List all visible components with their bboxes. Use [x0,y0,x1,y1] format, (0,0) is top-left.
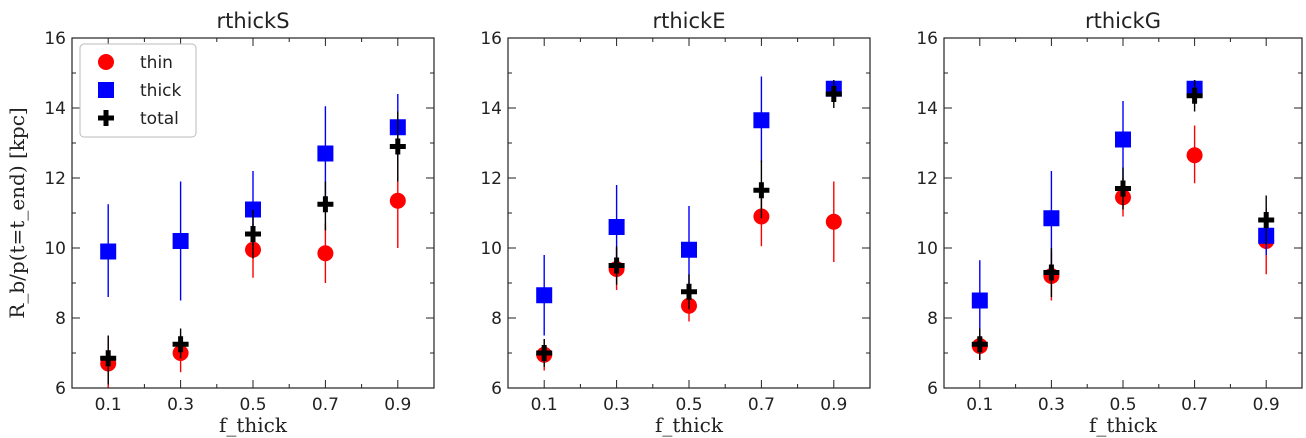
panel-rthickG: rthickG 6 8 10 12 14 16 0.1 0.3 0.5 0.7 0.9 f_thick [916,9,1303,437]
data-point [971,292,988,309]
x-axis-label: f_thick [219,413,288,437]
x-tick-label: 0.7 [748,395,775,415]
data-point [317,245,334,262]
data-point [317,145,334,162]
legend-label: thick [140,81,182,101]
y-tick-label: 12 [480,169,502,189]
data-point [536,287,553,304]
data-point [825,86,842,102]
x-tick-label: 0.9 [384,395,411,415]
y-tick-label: 16 [916,29,938,49]
x-tick-label: 0.1 [95,395,122,415]
y-tick-label: 6 [491,379,502,399]
data-point [608,219,625,235]
data-point [317,196,334,213]
data-point [1115,180,1131,197]
y-tick-label: 12 [916,169,938,189]
data-point [608,257,625,274]
data-point [172,336,189,353]
data-point [1186,87,1203,104]
x-tick-label: 0.5 [239,395,266,415]
data-point [825,213,842,230]
data-point [681,241,697,258]
x-tick-label: 0.7 [1181,395,1208,415]
data-point [681,283,697,300]
y-tick-label: 6 [927,379,938,399]
data-point [753,112,770,129]
y-tick-label: 10 [916,239,938,259]
x-tick-label: 0.3 [603,395,630,415]
data-point [1186,147,1203,164]
y-tick-label: 10 [480,239,502,259]
x-tick-label: 0.1 [531,395,558,415]
y-axis-label: R_b/p(t=t_end) [kpc] [5,107,29,318]
x-tick-label: 0.5 [1109,395,1136,415]
x-tick-label: 0.7 [312,395,339,415]
legend-marker [98,110,114,126]
panel-rthickE: rthickE 6 8 10 12 14 16 0.1 0.3 0.5 0.7 0.9 f_thick [480,9,871,437]
x-tick-label: 0.3 [1038,395,1065,415]
panel-title: rthickG [1085,9,1161,33]
data-point [1043,264,1060,281]
data-point [100,350,117,367]
data-point [536,345,553,361]
legend: thin thick total [79,43,197,138]
series-total [536,80,842,367]
y-tick-label: 14 [44,99,66,119]
y-tick-label: 6 [55,379,66,399]
data-point [971,336,988,353]
data-point [1115,131,1131,148]
y-tick-label: 8 [491,309,502,329]
y-tick-label: 14 [480,99,502,119]
data-point [245,226,261,242]
x-tick-label: 0.9 [1253,395,1280,415]
y-tick-label: 10 [44,239,66,259]
data-point [1043,210,1060,227]
panel-title: rthickS [216,9,289,33]
y-tick-label: 16 [44,29,66,49]
y-tick-label: 8 [927,309,938,329]
y-tick-label: 16 [480,29,502,49]
y-tick-label: 14 [916,99,938,119]
x-tick-label: 0.9 [820,395,847,415]
data-point [172,233,189,249]
ticks [943,37,1303,389]
panel-rthickS: rthickS 6 8 10 12 14 16 0.1 0.3 0.5 0.7 0.9 f_thick R… [5,9,435,437]
x-tick-label: 0.3 [167,395,194,415]
data-point [389,192,406,209]
panel-title: rthickE [653,9,726,33]
plot-frame [943,37,1303,389]
legend-marker [98,82,114,98]
x-tick-label: 0.1 [966,395,993,415]
legend-label: total [140,109,179,129]
series-total [971,80,1275,360]
legend-marker [98,54,114,70]
legend-label: thin [140,53,173,73]
series-total [100,111,406,385]
data-point [389,138,406,155]
y-tick-label: 12 [44,169,66,189]
x-axis-label: f_thick [655,413,724,437]
y-tick-label: 8 [55,309,66,329]
data-point [100,243,117,260]
data-point [1258,212,1275,228]
x-axis-label: f_thick [1089,413,1158,437]
x-tick-label: 0.5 [675,395,702,415]
data-point [753,182,770,199]
plot-frame [71,37,435,389]
plot-frame [507,37,871,389]
